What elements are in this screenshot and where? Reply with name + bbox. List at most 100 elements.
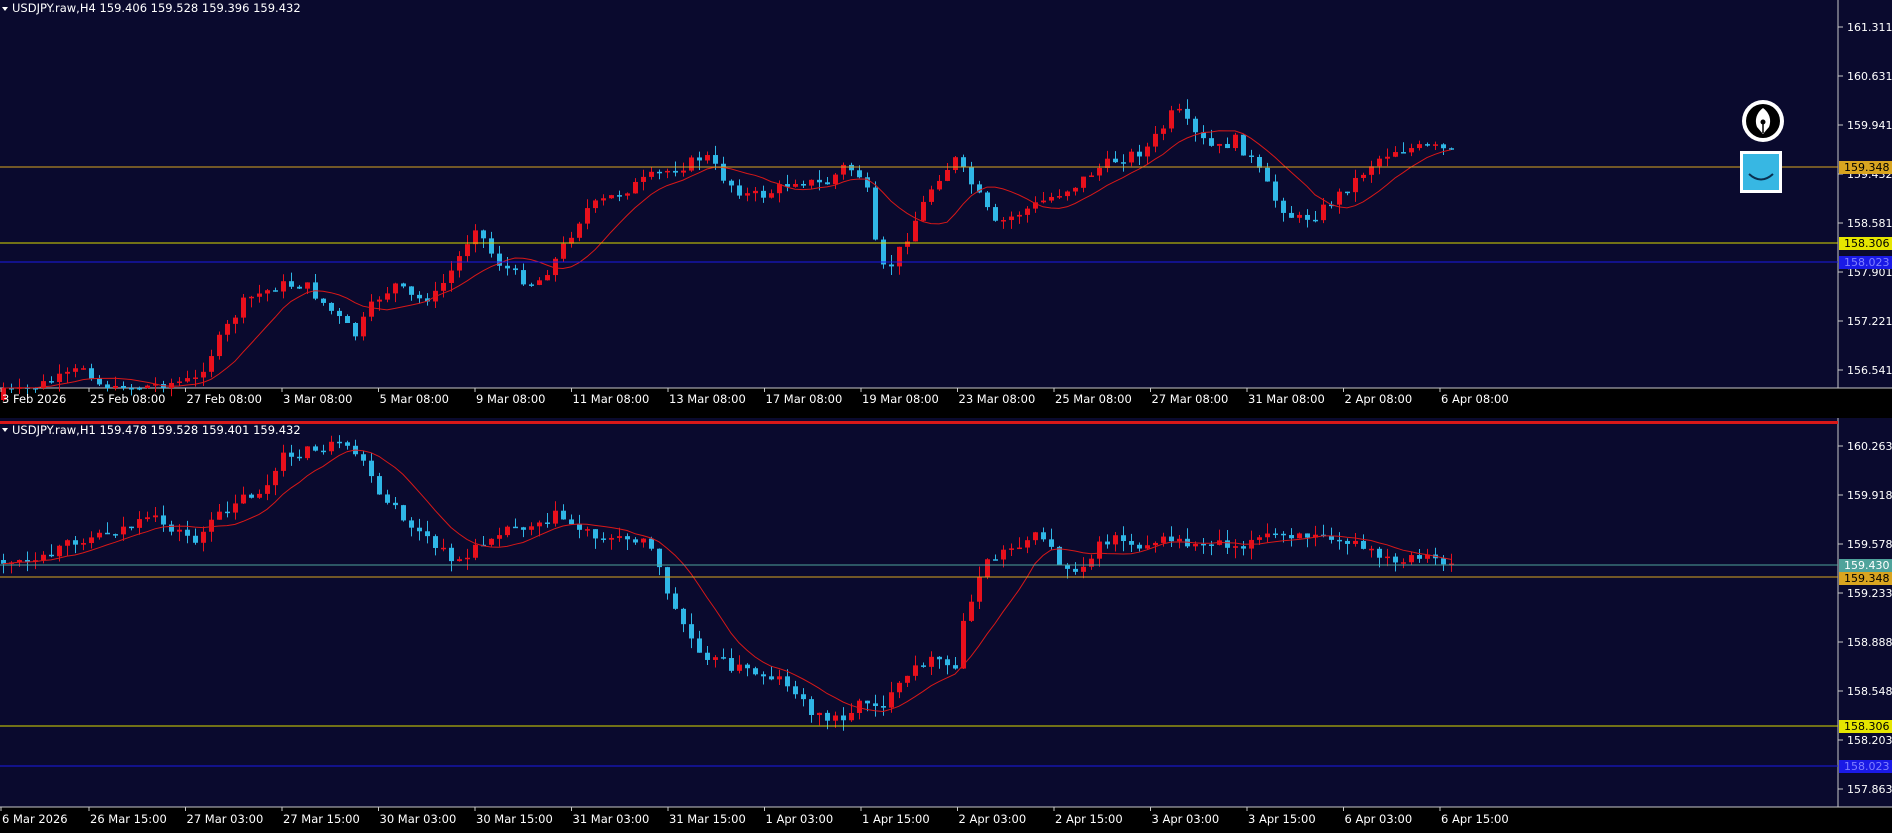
candle [1089, 175, 1094, 177]
top-header-dropdown-icon[interactable] [2, 7, 8, 11]
candle [281, 281, 286, 292]
candle [1281, 533, 1286, 536]
bottom-price-tag-gold: 159.348 [1839, 572, 1892, 585]
candle [377, 299, 382, 302]
candle [121, 526, 126, 535]
top-price-tag-blue: 158.023 [1839, 256, 1892, 269]
candle [377, 476, 382, 495]
candle [553, 258, 558, 276]
bottom-price-label: 159.578 [1847, 538, 1892, 551]
candle [49, 381, 54, 383]
candle [1169, 536, 1174, 542]
candle [209, 356, 214, 372]
candle [985, 559, 990, 577]
bottom-price-label: 159.233 [1847, 587, 1892, 600]
candle [489, 238, 494, 254]
candle [1393, 152, 1398, 157]
candle [897, 682, 902, 693]
bottom-time-label: 30 Mar 03:00 [380, 812, 457, 826]
candle [385, 293, 390, 300]
candle [553, 510, 558, 524]
bottom-chart-panel[interactable]: 160.263 159.918 159.578 159.233 158.888 158.5… [0, 418, 1892, 826]
candle [1081, 176, 1086, 188]
candle [1353, 540, 1358, 544]
candle [113, 385, 118, 388]
bottom-price-scale[interactable] [1838, 418, 1892, 807]
candle [641, 538, 646, 543]
bottom-candles [1, 435, 1454, 731]
candle [1145, 545, 1150, 549]
candle [529, 284, 534, 286]
candle [145, 517, 150, 520]
top-price-scale[interactable] [1838, 0, 1892, 388]
candle [289, 281, 294, 287]
top-chart-panel[interactable]: 161.311160.631159.941159.432158.581157.9… [0, 0, 1892, 406]
candle [513, 268, 518, 271]
bottom-time-label: 6 Apr 03:00 [1345, 812, 1413, 826]
candle [113, 534, 118, 536]
top-time-label: 3 Mar 08:00 [283, 392, 352, 406]
candle [1161, 536, 1166, 543]
candle [1193, 543, 1198, 547]
candle [401, 505, 406, 521]
candle [121, 385, 126, 388]
bottom-chart-plot[interactable] [0, 418, 1838, 807]
candle [1417, 555, 1422, 559]
candle [297, 286, 302, 289]
candle [137, 519, 142, 528]
candle [1009, 216, 1014, 221]
candle [329, 441, 334, 452]
top-time-label: 19 Mar 08:00 [862, 392, 939, 406]
candle [1329, 535, 1334, 540]
candle [417, 527, 422, 532]
candle [57, 373, 62, 382]
candle [441, 282, 446, 291]
candle [561, 510, 566, 520]
candle [281, 452, 286, 471]
top-candles [1, 99, 1454, 402]
candle [1409, 148, 1414, 153]
candle [433, 536, 438, 548]
bottom-price-label: 158.888 [1847, 636, 1892, 649]
candle [977, 184, 982, 193]
top-price-tag-yellow: 158.306 [1839, 237, 1892, 250]
candle [729, 180, 734, 186]
candle [1329, 204, 1334, 207]
candle [1409, 555, 1414, 563]
candle [153, 384, 158, 386]
top-time-label: 13 Mar 08:00 [669, 392, 746, 406]
fountain-pen-icon[interactable] [1742, 100, 1784, 142]
candle [809, 699, 814, 716]
candle [273, 470, 278, 486]
smile-icon[interactable] [1740, 151, 1782, 193]
candle [177, 381, 182, 383]
candle [1393, 556, 1398, 563]
candle [1385, 156, 1390, 159]
candle [1241, 546, 1246, 549]
bottom-header-dropdown-icon[interactable] [2, 428, 8, 432]
top-price-tag-gold-text: 159.348 [1844, 161, 1890, 174]
bottom-price-tag-blue: 158.023 [1839, 760, 1892, 773]
candle [65, 540, 70, 546]
top-time-label: 3 Feb 2026 [2, 392, 66, 406]
candle [369, 301, 374, 317]
candle [1185, 108, 1190, 119]
top-time-label: 11 Mar 08:00 [573, 392, 650, 406]
candle [1313, 219, 1318, 222]
candle [801, 184, 806, 186]
candle [1297, 533, 1302, 539]
top-chart-plot[interactable] [0, 0, 1838, 388]
candle [1369, 166, 1374, 175]
candle [225, 323, 230, 335]
candle [1353, 177, 1358, 193]
top-time-label: 6 Apr 08:00 [1441, 392, 1509, 406]
candle [913, 220, 918, 242]
candle [921, 201, 926, 221]
top-moving-average-line [3, 130, 1452, 389]
bottom-time-label: 3 Apr 15:00 [1248, 812, 1316, 826]
candle [1289, 535, 1294, 539]
candle [1273, 181, 1278, 201]
top-price-label: 157.901 [1847, 266, 1892, 279]
top-price-scale-labels: 161.311160.631159.941159.432158.581157.9… [1838, 21, 1892, 377]
